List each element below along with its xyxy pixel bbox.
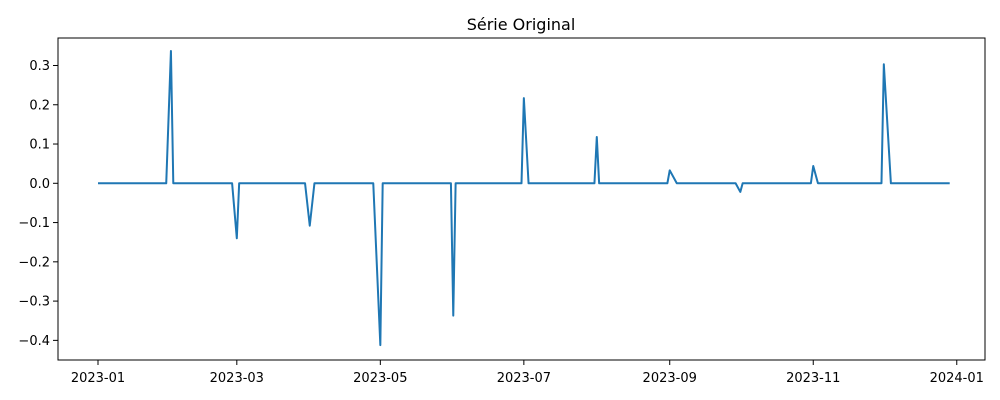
y-tick-label-7: −0.4 (18, 334, 50, 349)
y-tick-label-2: 0.1 (29, 138, 50, 153)
y-tick-label-0: 0.3 (29, 59, 50, 74)
y-tick-label-6: −0.3 (18, 295, 50, 310)
x-tick-label-1: 2023-03 (210, 371, 264, 386)
chart-title: Série Original (467, 15, 576, 34)
x-tick-label-6: 2024-01 (930, 371, 984, 386)
x-tick-label-0: 2023-01 (71, 371, 125, 386)
y-tick-label-3: 0.0 (29, 177, 50, 192)
x-tick-label-5: 2023-11 (786, 371, 840, 386)
y-tick-label-1: 0.2 (29, 98, 50, 113)
axes-frame (57, 37, 986, 361)
series-line-0 (98, 49, 950, 347)
y-tick-label-5: −0.2 (18, 255, 50, 270)
x-tick-label-2: 2023-05 (353, 371, 407, 386)
x-tick-label-3: 2023-07 (497, 371, 551, 386)
y-tick-label-4: −0.1 (18, 216, 50, 231)
x-tick-label-4: 2023-09 (643, 371, 697, 386)
plot-area: 2023-01 2023-03 2023-05 2023-07 2023-09 2023-… (18, 37, 986, 386)
